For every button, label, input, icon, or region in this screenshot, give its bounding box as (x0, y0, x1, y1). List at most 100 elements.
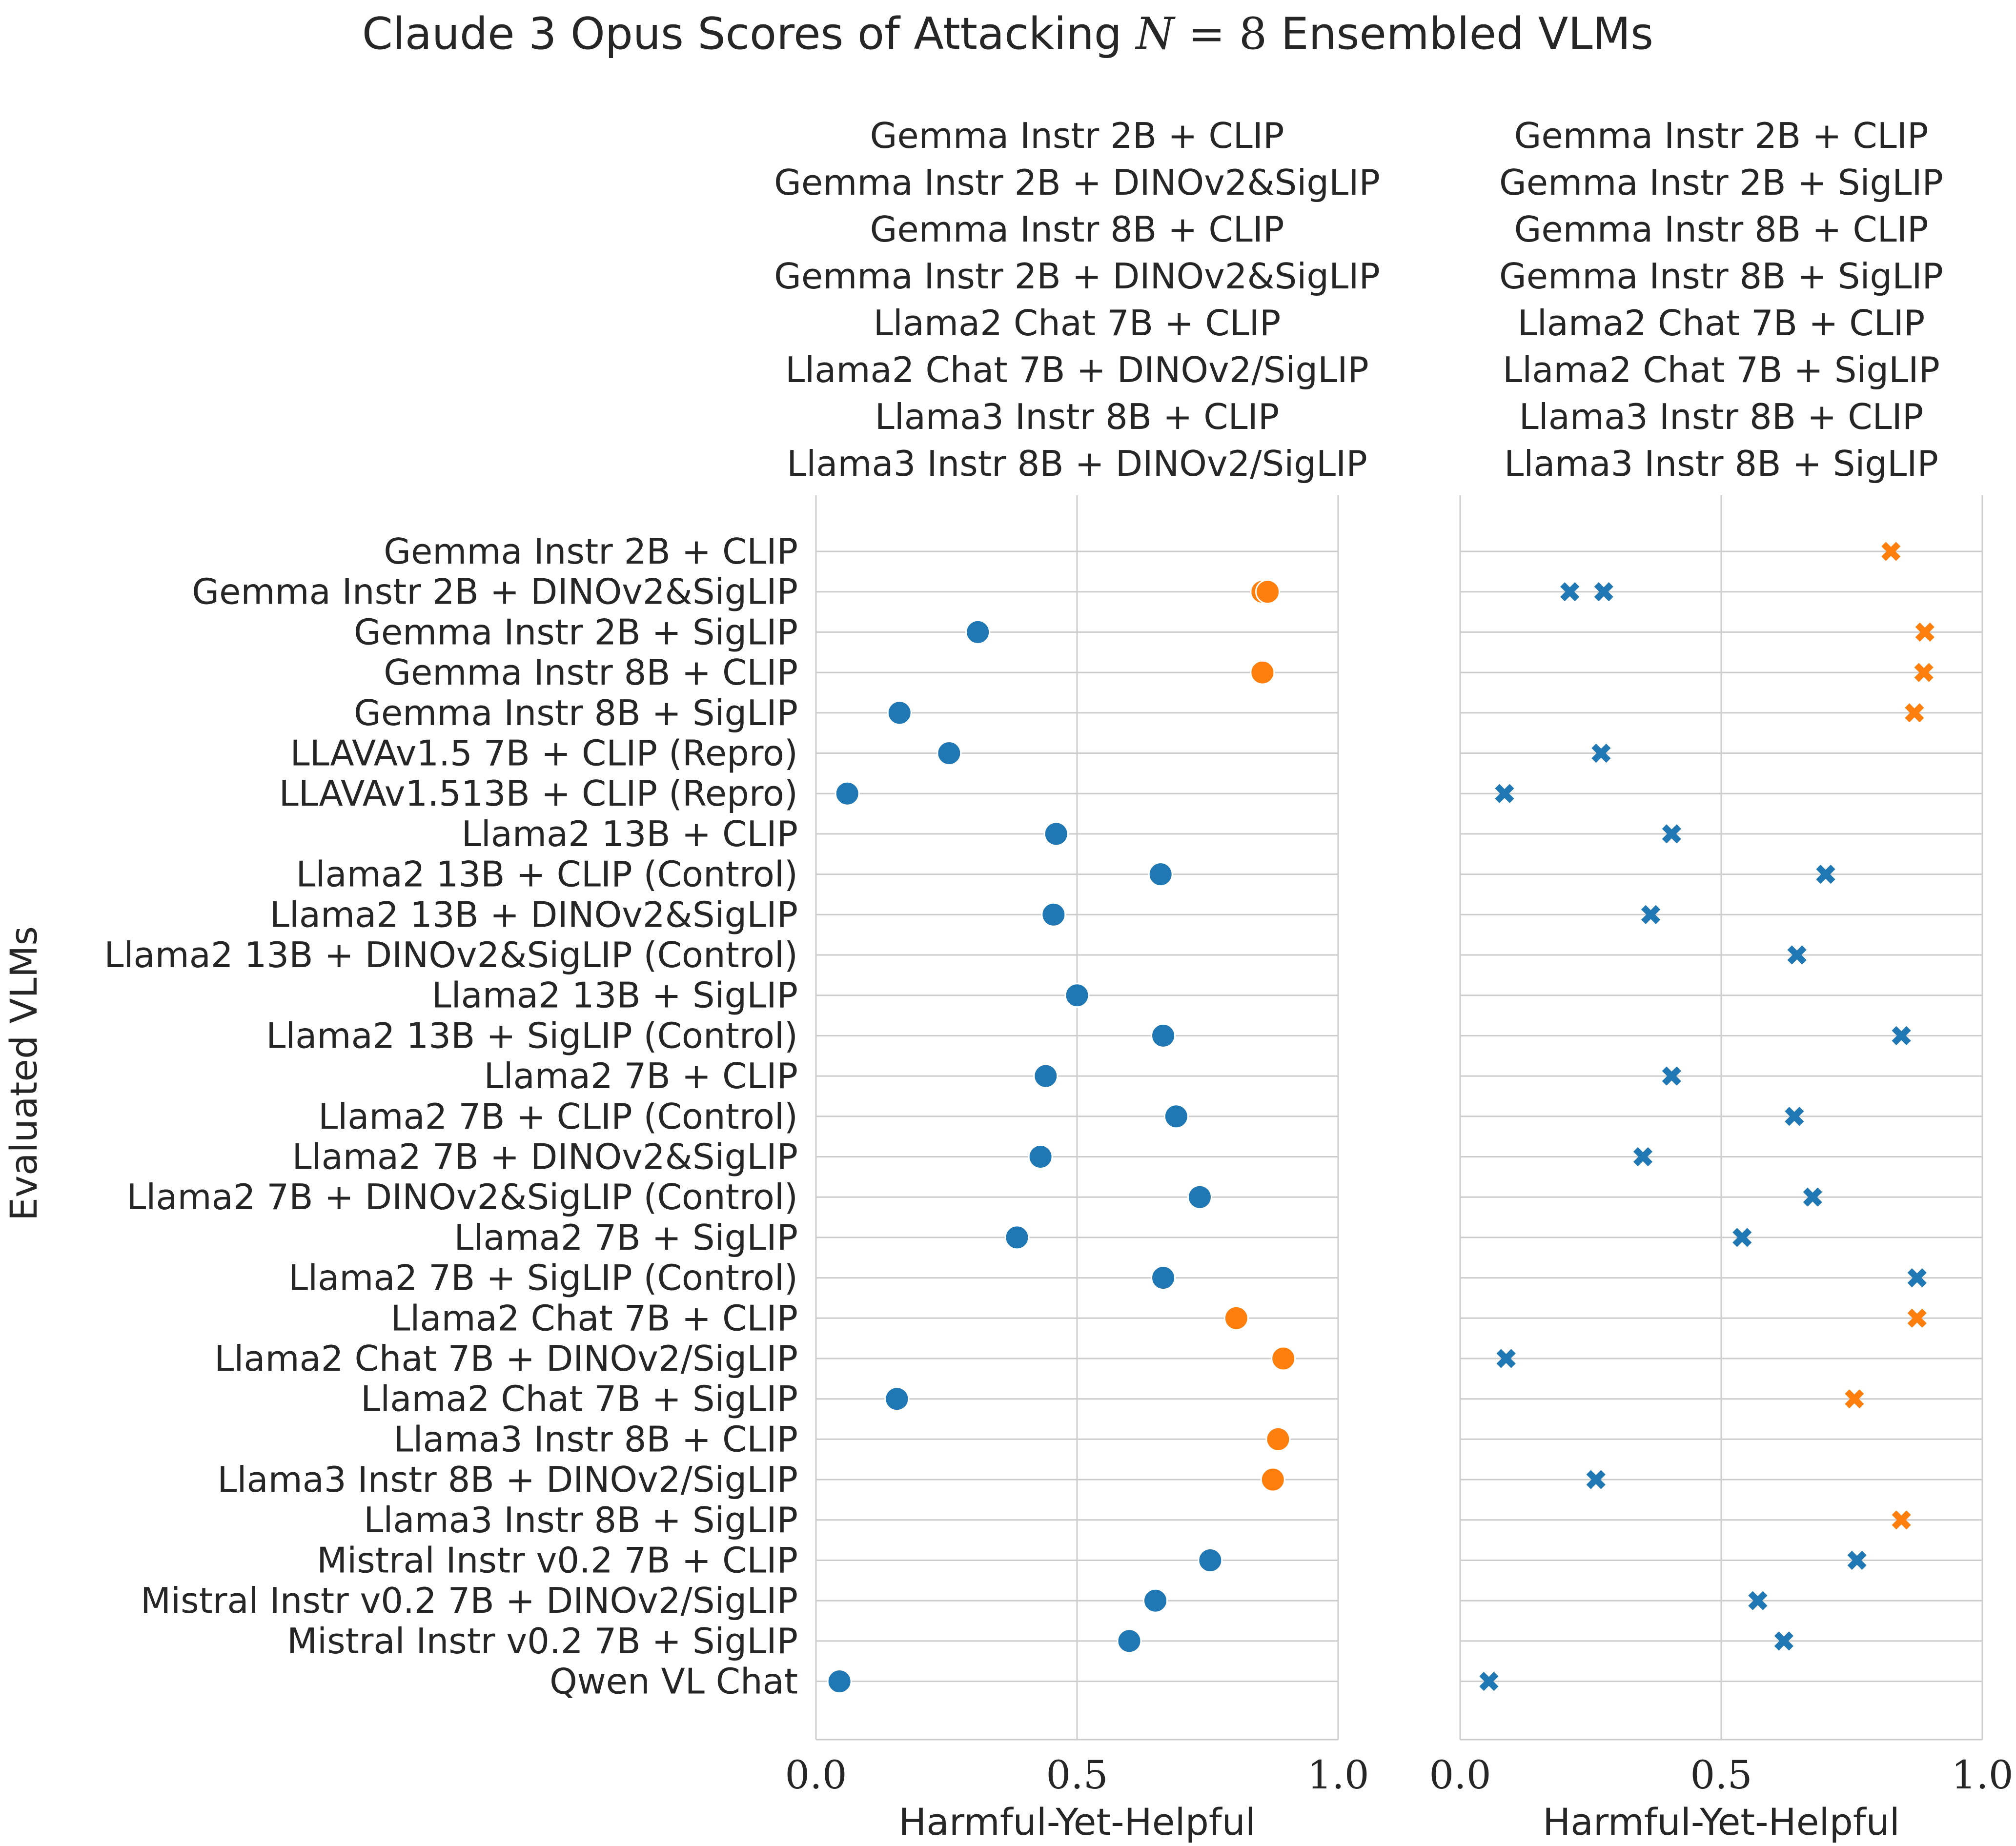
data-point (1496, 1349, 1516, 1368)
panel-title-line: Llama3 Instr 8B + CLIP (875, 396, 1280, 437)
data-point (1845, 1389, 1864, 1409)
panel-title-line: Gemma Instr 2B + DINOv2&SigLIP (774, 162, 1380, 203)
panel-right: 0.0 0.5 1.0 Harmful-Yet-Helpful Gemma Instr … (1429, 115, 2013, 1844)
chart-title: Claude 3 Opus Scores of Attacking N = 8 … (362, 8, 1653, 60)
y-tick-label: Llama2 13B + CLIP (Control) (296, 854, 798, 895)
y-tick-label: Mistral Instr v0.2 7B + SigLIP (287, 1621, 798, 1662)
chart-title-part-3: Ensembled VLMs (1267, 8, 1653, 60)
data-point (1641, 905, 1661, 924)
data-point (1662, 824, 1681, 844)
data-point (1732, 1228, 1752, 1247)
y-tick-label: Llama3 Instr 8B + CLIP (393, 1419, 798, 1460)
y-tick-label: Llama2 13B + CLIP (462, 813, 798, 854)
panel-title-line: Llama2 Chat 7B + SigLIP (1503, 349, 1940, 390)
panel-title-line: Llama3 Instr 8B + CLIP (1519, 396, 1924, 437)
chart-title-part-2: = 8 (1174, 8, 1267, 60)
data-point (1255, 579, 1281, 605)
data-point (1905, 703, 1924, 723)
y-tick-label: Llama2 Chat 7B + DINOv2/SigLIP (214, 1338, 798, 1379)
y-tick-label: Qwen VL Chat (550, 1661, 798, 1702)
data-point (1633, 1147, 1653, 1167)
data-point (1250, 660, 1275, 685)
y-tick-label: Llama3 Instr 8B + SigLIP (364, 1500, 798, 1541)
data-point (1560, 582, 1580, 602)
y-tick-label: Gemma Instr 2B + DINOv2&SigLIP (192, 571, 798, 612)
data-point (1662, 1066, 1681, 1086)
y-tick-label: Llama2 7B + CLIP (484, 1055, 798, 1096)
data-point (1043, 821, 1069, 847)
data-point (1591, 743, 1611, 763)
y-axis-label: Evaluated VLMs (2, 926, 45, 1221)
data-point (1271, 1346, 1296, 1371)
data-point (1748, 1591, 1768, 1610)
x-tick-label: 0.0 (785, 1752, 847, 1798)
data-point (1479, 1672, 1499, 1691)
data-point (1907, 1308, 1927, 1328)
chart-title-part-0: Claude 3 Opus Scores of Attacking (362, 8, 1136, 60)
panel-title-line: Llama3 Instr 8B + DINOv2/SigLIP (787, 443, 1367, 484)
data-point (1803, 1187, 1822, 1207)
data-point (1163, 1104, 1189, 1129)
data-point (1028, 1144, 1053, 1169)
y-tick-label: Llama2 7B + DINOv2&SigLIP (Control) (126, 1177, 798, 1217)
data-point (1187, 1184, 1212, 1210)
data-point (827, 1669, 852, 1694)
x-tick-label: 1.0 (1951, 1752, 2013, 1798)
data-point (1586, 1470, 1606, 1489)
data-point (1033, 1063, 1059, 1089)
data-point (965, 619, 991, 645)
data-point (835, 781, 860, 806)
panel-title-line: Gemma Instr 8B + CLIP (870, 209, 1284, 250)
chart-title-part-1: N (1135, 8, 1176, 60)
y-tick-label: Llama2 13B + DINOv2&SigLIP (270, 894, 798, 935)
x-axis-label: Harmful-Yet-Helpful (1543, 1800, 1900, 1844)
panel-title-line: Gemma Instr 8B + CLIP (1514, 209, 1929, 250)
data-point (1774, 1631, 1793, 1651)
data-point (1847, 1550, 1867, 1570)
panel-title-line: Llama2 Chat 7B + CLIP (874, 303, 1281, 344)
panel-title-line: Llama2 Chat 7B + CLIP (1518, 303, 1925, 344)
data-point (1041, 902, 1066, 927)
data-point (1892, 1510, 1911, 1530)
y-tick-label: Gemma Instr 2B + SigLIP (354, 611, 798, 652)
y-tick-label: Gemma Instr 2B + CLIP (384, 531, 798, 572)
data-point (1594, 582, 1613, 602)
panel-title-line: Gemma Instr 2B + SigLIP (1499, 162, 1943, 203)
panel-title-line: Llama2 Chat 7B + DINOv2/SigLIP (785, 349, 1369, 390)
x-tick-label: 0.0 (1429, 1752, 1491, 1798)
data-point (1816, 865, 1835, 884)
data-point (887, 700, 912, 726)
data-point (1881, 542, 1901, 561)
y-tick-label: Llama2 7B + CLIP (Control) (318, 1096, 798, 1137)
data-point (1907, 1268, 1927, 1288)
data-point (1892, 1026, 1911, 1045)
x-axis-label: Harmful-Yet-Helpful (898, 1800, 1256, 1844)
y-tick-label: Llama2 13B + DINOv2&SigLIP (Control) (104, 934, 798, 975)
y-tick-label: Mistral Instr v0.2 7B + DINOv2/SigLIP (141, 1580, 798, 1621)
data-point (1151, 1023, 1176, 1048)
y-tick-label: LLAVAv1.513B + CLIP (Repro) (279, 773, 798, 814)
data-point (1260, 1467, 1285, 1492)
data-point (1148, 862, 1173, 887)
y-tick-label: Llama2 7B + SigLIP (Control) (288, 1258, 798, 1298)
y-tick-label: Llama3 Instr 8B + DINOv2/SigLIP (217, 1459, 798, 1500)
y-tick-label: Llama2 7B + DINOv2&SigLIP (292, 1136, 798, 1177)
data-point (1004, 1225, 1030, 1250)
data-point (1198, 1548, 1223, 1573)
data-point (1223, 1305, 1249, 1331)
panel-title-line: Llama3 Instr 8B + SigLIP (1504, 443, 1938, 484)
data-point (1787, 945, 1807, 965)
data-point (1143, 1588, 1168, 1613)
y-tick-label: Gemma Instr 8B + CLIP (384, 652, 798, 693)
y-tick-label: Gemma Instr 8B + SigLIP (354, 692, 798, 733)
panel-title-line: Gemma Instr 2B + DINOv2&SigLIP (774, 256, 1380, 297)
data-point (1915, 622, 1935, 642)
y-tick-label: Llama2 13B + SigLIP (Control) (266, 1015, 798, 1056)
data-point (1914, 663, 1934, 682)
y-tick-label: Llama2 13B + SigLIP (432, 975, 798, 1016)
data-point (937, 741, 962, 766)
panel-title-line: Gemma Instr 2B + CLIP (1514, 115, 1929, 156)
x-tick-label: 0.5 (1690, 1752, 1752, 1798)
